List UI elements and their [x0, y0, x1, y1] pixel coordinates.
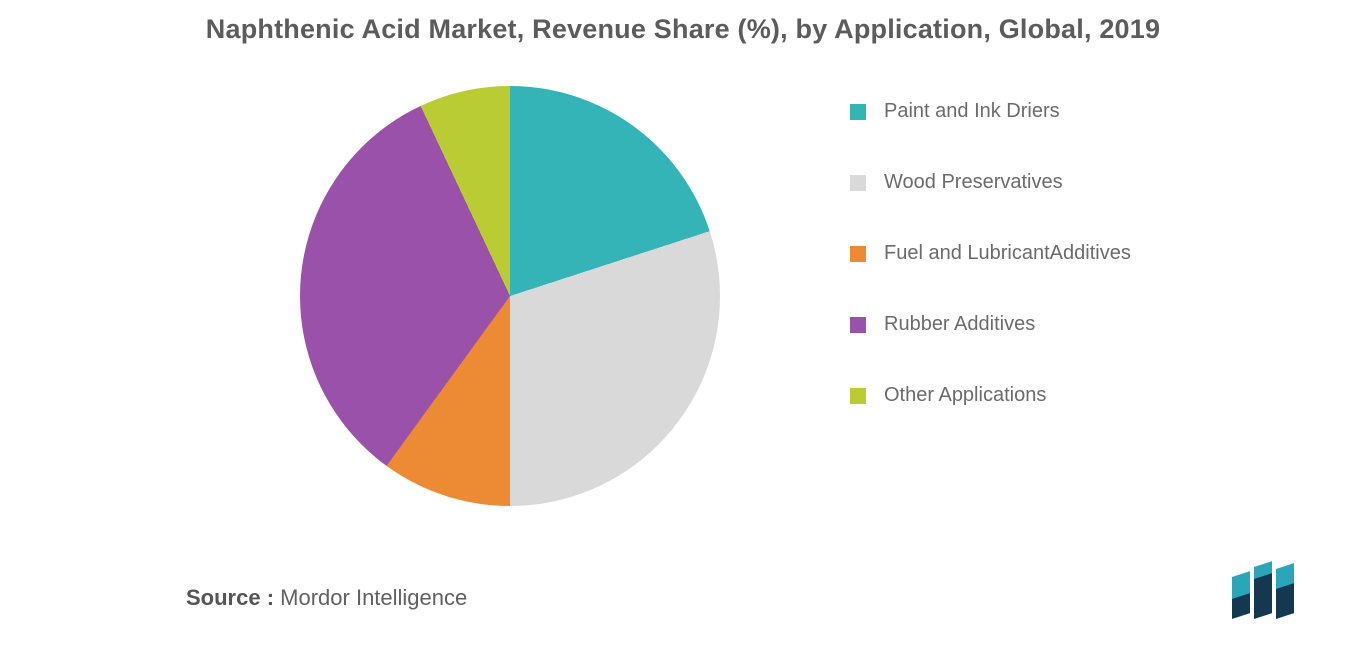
pie-chart-container [300, 86, 720, 506]
source-label: Source : [186, 585, 274, 610]
legend-label: Other Applications [884, 384, 1046, 407]
legend-swatch [850, 388, 866, 404]
legend-label: Wood Preservatives [884, 171, 1063, 194]
chart-title: Naphthenic Acid Market, Revenue Share (%… [0, 14, 1366, 45]
legend-item: Wood Preservatives [850, 171, 1131, 194]
pie-chart [300, 86, 720, 506]
legend-item: Rubber Additives [850, 313, 1131, 336]
legend-swatch [850, 175, 866, 191]
legend-label: Rubber Additives [884, 313, 1035, 336]
legend-label: Paint and Ink Driers [884, 100, 1060, 123]
source-value: Mordor Intelligence [280, 585, 467, 610]
legend-label: Fuel and LubricantAdditives [884, 242, 1131, 265]
legend-swatch [850, 246, 866, 262]
mordor-logo-icon [1232, 565, 1310, 619]
legend-item: Other Applications [850, 384, 1131, 407]
legend: Paint and Ink Driers Wood Preservatives Fu… [850, 100, 1131, 455]
legend-swatch [850, 317, 866, 333]
legend-swatch [850, 104, 866, 120]
source-attribution: Source : Mordor Intelligence [186, 585, 467, 611]
legend-item: Fuel and LubricantAdditives [850, 242, 1131, 265]
legend-item: Paint and Ink Driers [850, 100, 1131, 123]
